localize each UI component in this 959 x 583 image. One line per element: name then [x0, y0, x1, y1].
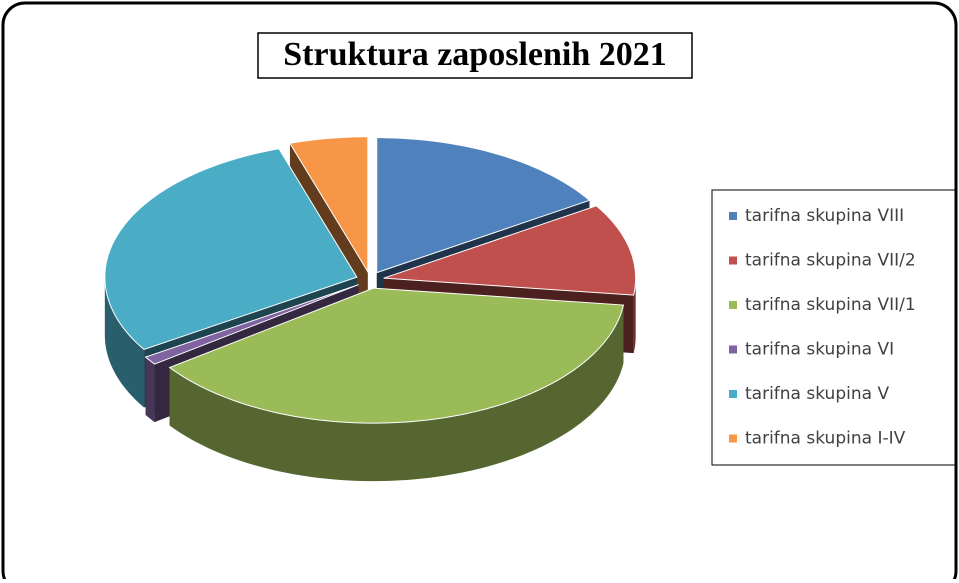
legend-label: tarifna skupina VII/2: [745, 251, 916, 271]
legend-label: tarifna skupina VI: [745, 340, 894, 360]
title-box: [257, 32, 693, 79]
pie-slice: [376, 137, 591, 274]
legend-box: [711, 189, 956, 466]
legend-label: tarifna skupina VIII: [745, 206, 904, 226]
slice-side: [145, 357, 155, 423]
pie-slice: [289, 136, 369, 274]
pie-slice: [383, 205, 637, 296]
legend-swatch: [729, 256, 737, 265]
legend-swatch: [729, 212, 737, 220]
legend-label: tarifna skupina VII/1: [745, 295, 916, 315]
legend-swatch: [729, 390, 737, 398]
slice-side: [104, 277, 145, 408]
chart-title: Struktura zaposlenih 2021: [283, 36, 667, 73]
pie-slice: [168, 287, 625, 424]
legend-swatch: [729, 434, 737, 443]
pie-slice: [144, 284, 359, 365]
legend-label: tarifna skupina I-IV: [745, 429, 906, 449]
slice-side: [169, 305, 624, 482]
slice-side: [633, 278, 636, 354]
legend-label: tarifna skupina V: [745, 384, 889, 404]
pie-slice: [104, 148, 358, 351]
legend-swatch: [729, 345, 737, 354]
legend-swatch: [729, 301, 737, 309]
